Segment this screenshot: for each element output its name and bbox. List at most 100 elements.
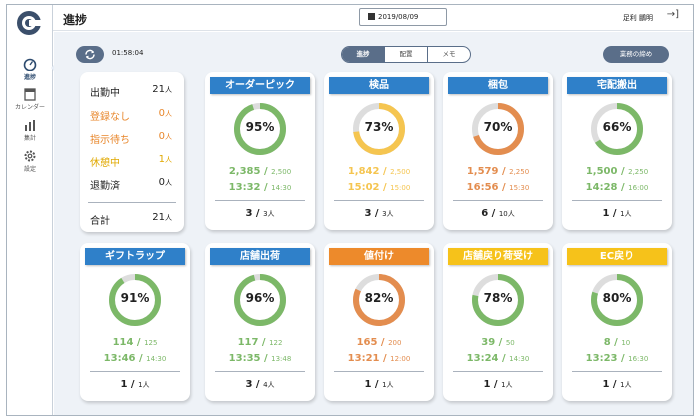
progress-donut <box>472 103 524 155</box>
progress-percent: 91% <box>120 291 150 305</box>
time-progress: 13:21 / 12:00 <box>347 353 411 364</box>
donut-fill <box>591 274 643 326</box>
user-name: 足利 鵬明 <box>622 14 653 22</box>
status-count: 1人 <box>158 154 172 165</box>
time-progress: 13:23 / 16:30 <box>585 353 649 364</box>
staff-count: 1 / 1人 <box>120 379 150 390</box>
total-row: 合計 21人 <box>90 212 172 228</box>
progress-percent: 78% <box>483 291 513 305</box>
app-window: 進捗 カレンダー 集計 設定 進捗 <box>6 4 694 416</box>
card-title-badge: 店舗出荷 <box>210 248 310 265</box>
progress-card[interactable]: ギフトラップ 91% 114 / 125 13:46 / 14:30 1 / 1人 <box>80 243 190 401</box>
divider <box>215 371 305 372</box>
chart-icon <box>25 120 35 131</box>
donut-fill <box>591 103 643 155</box>
status-row: 登録なし 0人 <box>90 108 172 124</box>
progress-donut <box>109 274 161 326</box>
progress-donut <box>353 103 405 155</box>
divider <box>215 200 305 201</box>
progress-card[interactable]: 検品 73% 1,842 / 2,500 15:02 / 15:00 3 / 3人 <box>324 72 434 230</box>
staff-count: 1 / 1人 <box>483 379 513 390</box>
sidebar-item-label: 集計 <box>23 135 36 142</box>
progress-percent: 66% <box>602 120 632 134</box>
gauge-icon <box>23 58 37 71</box>
volume-progress: 165 / 200 <box>356 337 402 348</box>
card-title-badge: EC戻り <box>567 248 667 265</box>
divider <box>572 200 662 201</box>
progress-card[interactable]: 梱包 70% 1,579 / 2,250 16:56 / 15:30 6 / 10人 <box>443 72 553 230</box>
progress-donut <box>234 274 286 326</box>
progress-donut <box>591 103 643 155</box>
progress-percent: 95% <box>245 120 275 134</box>
sidebar-item-calendar[interactable]: カレンダー <box>7 87 53 117</box>
sidebar-item-summary[interactable]: 集計 <box>7 118 53 148</box>
card-title-badge: 店舗戻り荷受け <box>448 248 548 265</box>
staff-count: 1 / 1人 <box>602 208 632 219</box>
donut-fill <box>109 274 161 326</box>
staff-count: 6 / 10人 <box>481 208 515 219</box>
card-title-badge: 値付け <box>329 248 429 265</box>
divider <box>572 371 662 372</box>
staff-status-card: 出勤中 21人 登録なし 0人 指示待ち 0人 休憩中 1人 退勤済 0人 合計 21人 <box>80 72 184 232</box>
tab-memo[interactable]: メモ <box>427 47 470 62</box>
progress-card[interactable]: オーダーピック 95% 2,385 / 2,500 13:32 / 14:30 3 / … <box>205 72 315 230</box>
status-count: 21人 <box>152 84 172 95</box>
divider <box>334 371 424 372</box>
clock: 01:58:04 <box>112 49 144 57</box>
page-title: 進捗 <box>63 13 88 27</box>
donut-fill <box>353 274 405 326</box>
time-progress: 14:28 / 16:00 <box>585 182 649 193</box>
volume-progress: 39 / 50 <box>481 337 515 348</box>
volume-progress: 2,385 / 2,500 <box>228 166 292 177</box>
app-logo-icon <box>17 11 41 35</box>
total-label: 合計 <box>90 216 110 227</box>
staff-count: 1 / 1人 <box>364 379 394 390</box>
calendar-icon <box>24 88 36 101</box>
sidebar-item-settings[interactable]: 設定 <box>7 149 53 179</box>
progress-card[interactable]: EC戻り 80% 8 / 10 13:23 / 16:30 1 / 1人 <box>562 243 672 401</box>
card-title-badge: 宅配搬出 <box>567 77 667 94</box>
progress-donut <box>353 274 405 326</box>
status-row: 出勤中 21人 <box>90 84 172 100</box>
staff-count: 3 / 3人 <box>364 208 394 219</box>
date-picker[interactable]: 2019/08/09 <box>359 8 447 26</box>
staff-count: 3 / 4人 <box>245 379 275 390</box>
progress-card[interactable]: 宅配搬出 66% 1,500 / 2,250 14:28 / 16:00 1 / 1人 <box>562 72 672 230</box>
refresh-button[interactable] <box>76 46 104 63</box>
date-value: 2019/08/09 <box>378 13 419 21</box>
progress-card[interactable]: 店舗戻り荷受け 78% 39 / 50 13:24 / 14:30 1 / 1人 <box>443 243 553 401</box>
close-business-button[interactable]: 業務の締め <box>603 46 669 63</box>
time-progress: 13:46 / 14:30 <box>103 353 167 364</box>
gear-icon <box>24 150 36 162</box>
status-label: 休憩中 <box>90 158 120 169</box>
main-content: 01:58:04 進捗 配置 メモ 業務の締め 出勤中 21人登録なし 0人指示待ち… <box>54 32 693 415</box>
status-count: 0人 <box>158 108 172 119</box>
tab-progress[interactable]: 進捗 <box>342 47 384 62</box>
tab-assignment[interactable]: 配置 <box>384 47 427 62</box>
divider <box>334 200 424 201</box>
volume-progress: 1,500 / 2,250 <box>585 166 649 177</box>
progress-donut <box>234 103 286 155</box>
card-title-badge: オーダーピック <box>210 77 310 94</box>
sidebar-item-progress[interactable]: 進捗 <box>7 57 53 87</box>
time-progress: 15:02 / 15:00 <box>347 182 411 193</box>
sidebar-item-label: カレンダー <box>14 104 45 111</box>
progress-card[interactable]: 値付け 82% 165 / 200 13:21 / 12:00 1 / 1人 <box>324 243 434 401</box>
refresh-icon <box>85 49 95 60</box>
status-row: 休憩中 1人 <box>90 154 172 170</box>
volume-progress: 114 / 125 <box>112 337 158 348</box>
sidebar-item-label: 設定 <box>23 166 36 173</box>
logout-icon[interactable]: →] <box>666 9 679 20</box>
sidebar: 進捗 カレンダー 集計 設定 <box>7 5 53 415</box>
donut-fill <box>234 274 286 326</box>
staff-count: 3 / 3人 <box>245 208 275 219</box>
status-label: 指示待ち <box>90 135 130 146</box>
divider <box>453 200 543 201</box>
donut-fill <box>234 103 286 155</box>
progress-percent: 82% <box>364 291 394 305</box>
status-row: 退勤済 0人 <box>90 177 172 193</box>
progress-percent: 73% <box>364 120 394 134</box>
view-switcher: 進捗 配置 メモ <box>341 46 471 63</box>
progress-card[interactable]: 店舗出荷 96% 117 / 122 13:35 / 13:48 3 / 4人 <box>205 243 315 401</box>
status-label: 登録なし <box>90 112 130 123</box>
